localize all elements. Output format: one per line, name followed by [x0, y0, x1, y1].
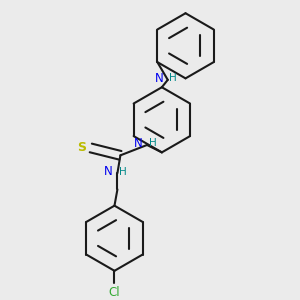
- Text: H: H: [148, 139, 156, 148]
- Text: N: N: [134, 137, 142, 150]
- Text: N: N: [154, 72, 163, 85]
- Text: Cl: Cl: [109, 286, 120, 298]
- Text: N: N: [104, 165, 113, 178]
- Text: H: H: [119, 167, 127, 177]
- Text: H: H: [169, 74, 177, 83]
- Text: S: S: [77, 141, 86, 154]
